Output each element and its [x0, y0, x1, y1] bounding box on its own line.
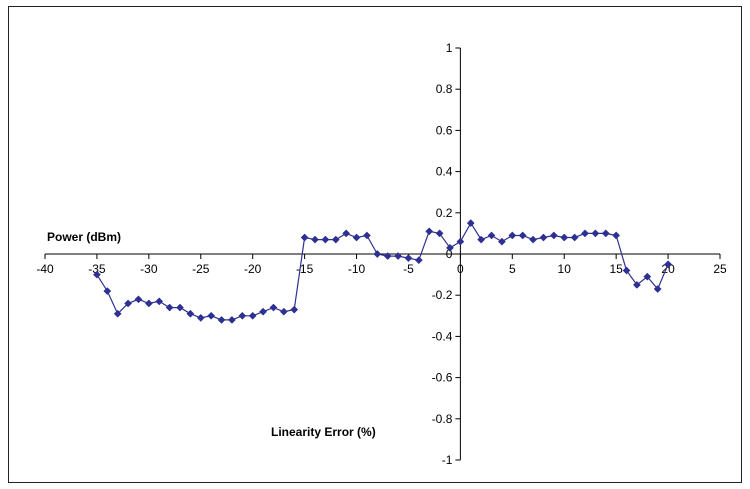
data-point-marker — [529, 235, 538, 244]
data-point-marker — [155, 297, 164, 306]
data-point-marker — [227, 315, 236, 324]
data-point-marker — [601, 229, 610, 238]
y-tick-label: 0.6 — [436, 123, 453, 137]
data-point-marker — [321, 235, 330, 244]
data-point-marker — [342, 229, 351, 238]
data-point-marker — [632, 280, 641, 289]
y-tick-label: -0.2 — [432, 288, 453, 302]
data-point-marker — [165, 303, 174, 312]
data-point-marker — [352, 233, 361, 242]
y-tick-label: 1 — [446, 41, 453, 55]
x-tick-label: -40 — [36, 262, 54, 276]
data-point-marker — [477, 235, 486, 244]
data-point-marker — [113, 309, 122, 318]
y-tick-label: 0.4 — [436, 165, 453, 179]
y-axis-title: Linearity Error (%) — [271, 425, 376, 439]
data-point-marker — [103, 287, 112, 296]
chart-plot: -40 -35 -30 -25 -20 -15 -10 -5 0 5 10 15 20 25 10.80.… — [36, 41, 727, 467]
data-point-marker — [435, 229, 444, 238]
data-point-marker — [176, 303, 184, 312]
y-tick-label: 0.8 — [436, 82, 453, 96]
data-point-marker — [373, 250, 382, 258]
x-tick-label: -10 — [348, 262, 366, 276]
y-tick-label: 0 — [446, 247, 453, 261]
chart-frame: -40 -35 -30 -25 -20 -15 -10 -5 0 5 10 15 20 25 1 0.8 0.… — [8, 6, 742, 483]
data-point-marker — [446, 243, 454, 252]
x-tick-label: 0 — [457, 262, 464, 276]
data-point-marker — [560, 233, 569, 242]
data-point-marker — [591, 229, 600, 238]
x-tick-label: -20 — [244, 262, 262, 276]
data-point-marker — [269, 303, 278, 312]
data-point-marker — [570, 233, 579, 242]
y-tick-label: -0.6 — [432, 371, 453, 385]
data-point-marker — [487, 231, 496, 240]
x-tick-label: -30 — [140, 262, 158, 276]
data-point-marker — [539, 233, 548, 242]
x-tick-label: 25 — [713, 262, 727, 276]
data-point-marker — [134, 295, 143, 304]
x-tick-labels: -40 -35 -30 -25 -20 -15 -10 -5 0 5 10 15 20 25 — [36, 262, 727, 276]
data-point-marker — [664, 260, 673, 269]
data-point-marker — [383, 252, 392, 261]
x-tick-label: 10 — [558, 262, 572, 276]
data-point-marker — [643, 272, 652, 281]
data-point-marker — [394, 252, 403, 261]
data-point-marker — [92, 270, 101, 279]
data-point-marker — [196, 313, 205, 322]
x-axis-title: Power (dBm) — [47, 230, 121, 244]
data-point-marker — [186, 309, 195, 318]
data-point-marker — [331, 235, 340, 244]
data-point-marker — [259, 307, 268, 316]
data-point-marker — [508, 231, 517, 240]
x-tick-label: -15 — [296, 262, 314, 276]
data-point-marker — [518, 231, 527, 240]
data-point-marker — [238, 311, 247, 320]
data-point-marker — [612, 231, 621, 240]
data-point-marker — [144, 299, 153, 308]
data-point-marker — [248, 311, 257, 320]
data-point-marker — [549, 231, 558, 240]
data-point-marker — [581, 229, 589, 238]
data-point-marker — [217, 315, 226, 324]
y-tick-label: 0.2 — [436, 206, 453, 220]
data-point-marker — [290, 305, 299, 314]
data-point-marker — [207, 311, 216, 320]
data-point-marker — [622, 266, 631, 275]
x-tick-label: -5 — [403, 262, 414, 276]
x-tick-label: 15 — [609, 262, 623, 276]
data-point-marker — [466, 219, 475, 228]
x-tick-label: -25 — [192, 262, 210, 276]
axes — [44, 47, 721, 461]
x-tick-label: 5 — [509, 262, 516, 276]
y-tick-label: -1 — [442, 453, 453, 467]
data-point-marker — [497, 237, 506, 246]
series — [92, 219, 673, 324]
y-tick-label: -0.4 — [432, 329, 453, 343]
y-tick-label: -0.8 — [432, 412, 453, 426]
series-line — [96, 221, 669, 321]
data-point-marker — [279, 307, 288, 316]
data-point-marker — [300, 233, 309, 242]
x-tick-label: -35 — [88, 262, 106, 276]
data-point-marker — [404, 254, 413, 263]
data-point-marker — [362, 231, 371, 240]
data-point-marker — [414, 256, 423, 265]
data-point-marker — [456, 237, 465, 246]
data-point-marker — [311, 235, 319, 244]
y-tick-labels: 1 0.8 0.6 0.4 0.2 0 -0.2 -0.4 -0.6 -0.8 -1 — [432, 41, 453, 467]
data-point-marker — [653, 285, 662, 293]
data-point-marker — [425, 227, 434, 236]
data-point-marker — [124, 299, 133, 308]
